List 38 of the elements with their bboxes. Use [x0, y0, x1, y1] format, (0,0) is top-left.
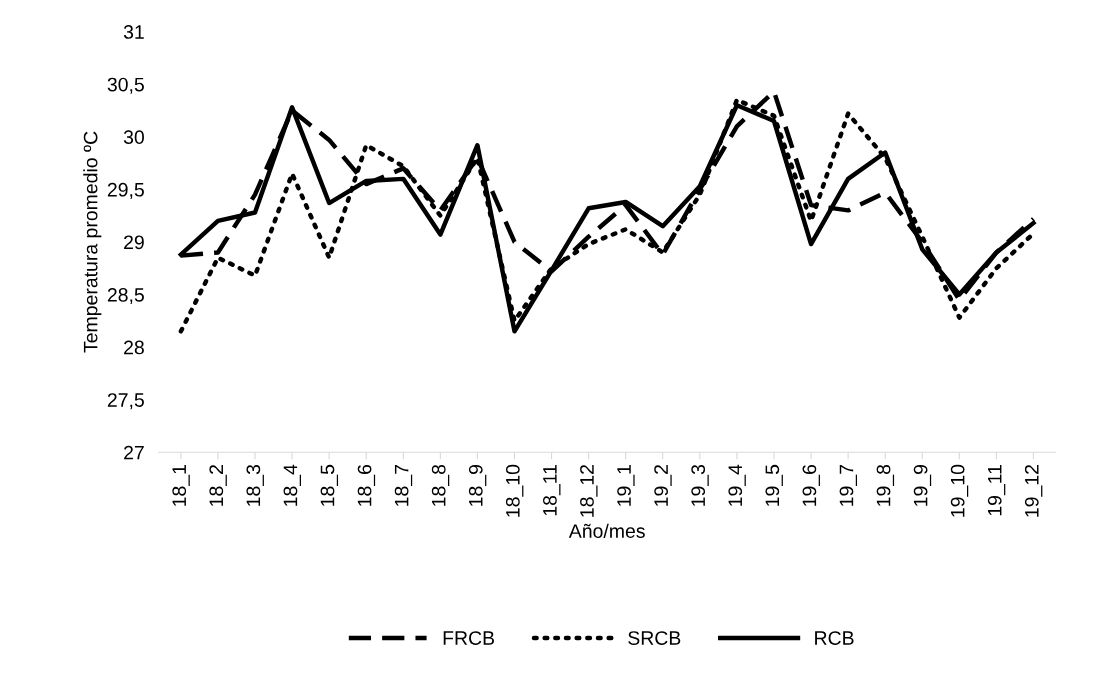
- x-tick-label: 18_12: [580, 465, 598, 517]
- x-tick-label: 19_12: [1024, 465, 1043, 517]
- x-tick-label: 19_5: [765, 464, 783, 506]
- y-tick-label: 27: [124, 445, 144, 460]
- x-tick-label: 19_4: [728, 464, 746, 506]
- y-tick-label: 31: [123, 25, 144, 39]
- x-tick-label: 19_11: [987, 465, 1006, 516]
- x-tick-label: 18_2: [209, 465, 227, 506]
- x-tick-label: 18_9: [468, 464, 487, 506]
- y-tick-label: 30: [123, 130, 144, 145]
- y-tick-label: 28,5: [107, 287, 144, 305]
- y-tick-label: 29: [124, 235, 144, 250]
- x-tick-label: 19_8: [876, 464, 895, 506]
- x-tick-label: 18_10: [505, 464, 524, 517]
- x-tick-label: 18_5: [320, 464, 339, 506]
- y-tick-label: 28: [124, 340, 144, 355]
- x-axis-title: Año/mes: [568, 523, 645, 538]
- x-tick-label: 19_2: [654, 465, 672, 506]
- x-tick-label: 18_7: [394, 465, 413, 506]
- x-tick-label: 19_10: [950, 464, 969, 517]
- x-tick-label: 19_3: [691, 464, 709, 506]
- x-tick-label: 19_1: [617, 465, 635, 506]
- legend-label: RCB: [815, 631, 854, 645]
- x-tick-label: 18_3: [246, 464, 264, 506]
- y-tick-label: 30,5: [107, 77, 144, 94]
- x-tick-label: 19_9: [913, 464, 932, 506]
- x-tick-label: 18_1: [172, 465, 190, 506]
- x-tick-label: 18_11: [543, 465, 561, 516]
- x-tick-label: 19_7: [839, 465, 858, 506]
- x-tick-label: 18_6: [357, 464, 376, 506]
- x-tick-label: 18_8: [431, 464, 450, 506]
- legend-label: SRCB: [628, 631, 681, 645]
- legend-label: FRCB: [443, 631, 495, 645]
- y-tick-label: 29,5: [107, 182, 144, 199]
- y-tick-label: 27,5: [107, 393, 144, 410]
- x-tick-label: 19_6: [802, 464, 820, 506]
- x-tick-label: 18_4: [283, 464, 301, 506]
- y-axis-title: Temperatura promedio ºC: [83, 131, 102, 353]
